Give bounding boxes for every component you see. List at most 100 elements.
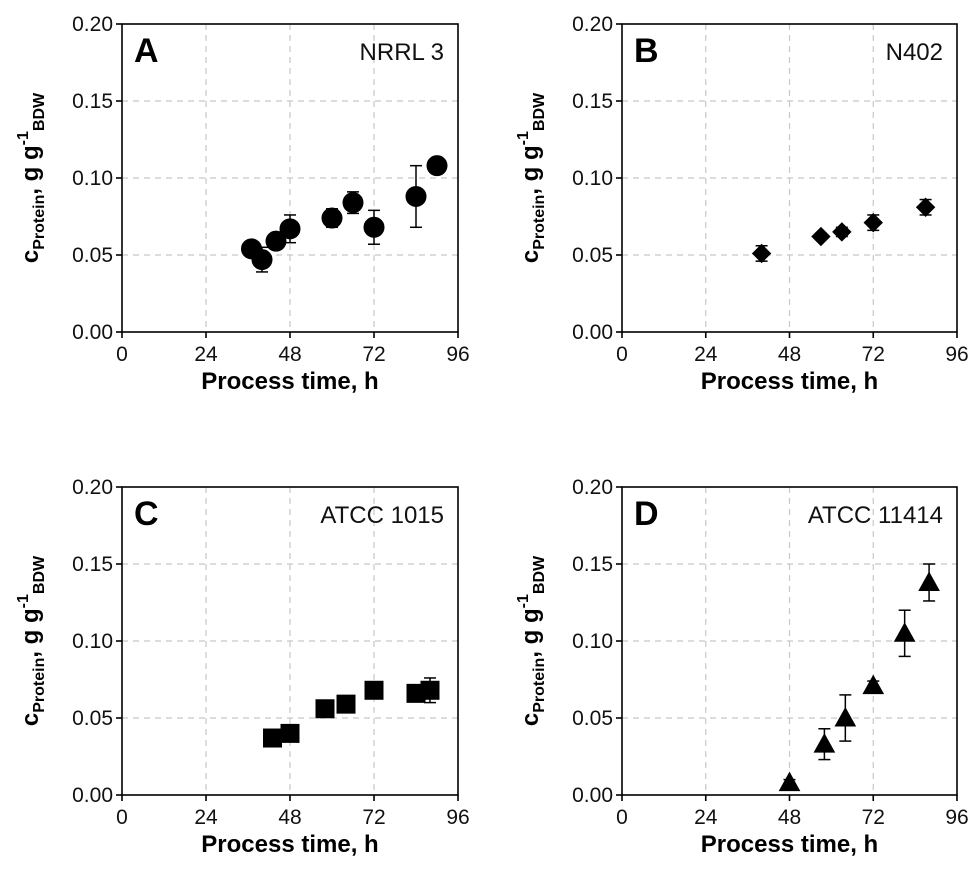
circle-marker (251, 249, 273, 271)
triangle-marker (918, 571, 940, 591)
x-tick-label: 96 (945, 343, 968, 366)
y-tick-label: 0.15 (72, 553, 113, 576)
circle-marker (265, 230, 287, 252)
y-tick-label: 0.20 (72, 476, 113, 499)
x-tick-label: 72 (862, 343, 885, 366)
y-axis-title-units: , g g (17, 145, 44, 194)
diamond-marker (811, 226, 831, 247)
y-axis-title-units: , g g (517, 145, 544, 194)
data-point (832, 222, 852, 242)
y-tick-label: 0.15 (572, 90, 613, 113)
strain-label: N402 (886, 39, 943, 66)
data-point (342, 191, 364, 215)
triangle-marker (834, 706, 857, 727)
y-axis-title: cProtein, g g-1BDW (15, 555, 48, 726)
data-point (279, 214, 301, 244)
x-axis-title: Process time, h (201, 831, 378, 858)
x-tick-label: 72 (362, 343, 385, 366)
triangle-marker (862, 674, 885, 695)
y-tick-label: 0.10 (572, 630, 613, 653)
y-tick-label: 0.20 (572, 476, 613, 499)
y-axis-title-sub-protein: Protein (31, 195, 48, 250)
y-tick-label: 0.15 (572, 553, 613, 576)
y-tick-label: 0.20 (572, 13, 613, 36)
data-point (863, 212, 883, 233)
y-axis-title-sup: -1 (515, 131, 532, 145)
square-marker (263, 728, 282, 748)
y-axis-title: cProtein, g g-1BDW (15, 92, 48, 263)
y-axis-title-units: , g g (517, 608, 544, 657)
square-marker (364, 680, 384, 700)
data-point (280, 723, 300, 743)
square-marker (280, 723, 300, 743)
x-tick-label: 96 (446, 806, 469, 829)
y-tick-label: 0.05 (572, 244, 613, 267)
y-axis-title-sub-protein: Protein (531, 658, 548, 713)
y-axis-title-sup: -1 (15, 594, 32, 608)
y-tick-label: 0.05 (72, 244, 113, 267)
circle-marker (426, 155, 448, 177)
y-tick-label: 0.10 (72, 630, 113, 653)
x-axis-title: Process time, h (201, 368, 378, 395)
data-point (251, 246, 273, 273)
y-axis-title-sup: -1 (515, 594, 532, 608)
x-tick-label: 48 (278, 343, 301, 366)
y-axis-title: cProtein, g g-1BDW (515, 555, 548, 726)
panel-a: 0 24 48 72 96 0.00 0.05 0.10 0.15 0.20 Process tim… (15, 13, 470, 395)
square-marker (336, 694, 356, 714)
y-tick-label: 0.00 (72, 321, 113, 344)
y-tick-label: 0.05 (572, 707, 613, 730)
y-axis-title: cProtein, g g-1BDW (515, 92, 548, 263)
y-axis-title-sub-bdw: BDW (531, 555, 548, 594)
y-axis-title-sub-bdw: BDW (31, 92, 48, 131)
data-point (265, 230, 287, 252)
data-point (364, 680, 384, 700)
diamond-marker (832, 222, 852, 242)
x-tick-label: 96 (945, 806, 968, 829)
circle-marker (363, 216, 385, 238)
data-point (315, 699, 335, 719)
triangle-marker (813, 733, 836, 753)
data-point (336, 694, 356, 714)
x-tick-label: 0 (616, 806, 628, 829)
data-point (778, 771, 801, 792)
strain-label: ATCC 11414 (808, 502, 943, 529)
y-axis-title-main: c (517, 250, 544, 263)
y-axis-title-sub-protein: Protein (531, 195, 548, 250)
data-point (751, 243, 772, 264)
x-tick-label: 0 (116, 343, 128, 366)
y-axis-title-units: , g g (17, 608, 44, 657)
y-axis-title-sub-protein: Protein (31, 658, 48, 713)
data-point (426, 155, 448, 177)
square-marker (315, 699, 335, 719)
x-tick-label: 72 (362, 806, 385, 829)
triangle-marker (778, 771, 801, 792)
circle-marker (321, 207, 343, 229)
y-axis-title-main: c (17, 250, 44, 263)
strain-label: ATCC 1015 (320, 502, 444, 529)
diamond-marker (915, 197, 936, 217)
panel-c: 0 24 48 72 96 0.00 0.05 0.10 0.15 0.20 Process tim… (15, 476, 470, 858)
data-point (811, 226, 831, 247)
panel-letter: A (134, 32, 159, 70)
y-tick-label: 0.20 (72, 13, 113, 36)
x-tick-label: 48 (278, 806, 301, 829)
x-tick-label: 24 (194, 806, 218, 829)
y-axis-title-sup: -1 (15, 131, 32, 145)
x-tick-label: 48 (778, 343, 801, 366)
strain-label: NRRL 3 (360, 39, 444, 66)
x-tick-label: 24 (194, 343, 218, 366)
y-tick-label: 0.10 (572, 167, 613, 190)
x-tick-label: 72 (862, 806, 885, 829)
circle-marker (405, 185, 427, 207)
data-point (862, 674, 885, 695)
y-tick-label: 0.00 (572, 321, 613, 344)
x-axis-title: Process time, h (701, 368, 878, 395)
y-tick-label: 0.15 (72, 90, 113, 113)
x-tick-label: 0 (616, 343, 628, 366)
x-tick-label: 24 (694, 343, 718, 366)
y-tick-label: 0.05 (72, 707, 113, 730)
y-axis-title-main: c (517, 713, 544, 726)
y-axis-title-sub-bdw: BDW (31, 555, 48, 594)
data-point (834, 694, 857, 742)
